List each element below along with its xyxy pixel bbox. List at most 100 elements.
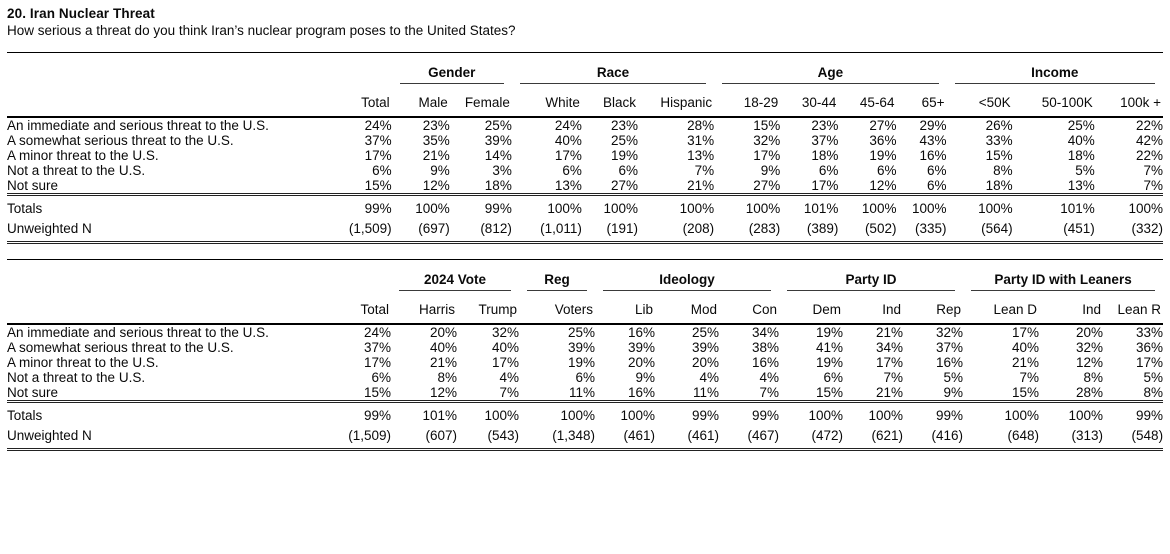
group-header-label: Race: [519, 65, 707, 84]
value-cell: 21%: [876, 324, 904, 340]
value-cell: 19%: [869, 148, 897, 163]
group-header: Age: [714, 53, 946, 84]
group-header-label: Age: [722, 65, 939, 84]
column-header: Rep: [903, 290, 964, 325]
unweighted-cell: (607): [425, 427, 457, 443]
totals-cell: 100%: [519, 399, 596, 426]
totals-row: Totals 99% 101% 100% 100% 100% 99% 99% 100% 100% 9…: [7, 399, 1164, 426]
value-cell: 33%: [1136, 324, 1164, 340]
value-cell: 9%: [430, 163, 450, 178]
unweighted-cell: (332): [1131, 221, 1163, 237]
table-row: Not a threat to the U.S. 6% 9% 3% 6% 6% 7% 9% 6%…: [7, 163, 1163, 178]
table-row: Not sure 15% 12% 7% 11% 16% 11% 7% 15% 21% 9% 15% 28…: [7, 385, 1163, 402]
unweighted-cell: (548): [1131, 427, 1164, 443]
value-cell: 39%: [627, 339, 656, 355]
column-header: 30-44: [780, 84, 839, 118]
group-header: Ideology: [595, 259, 779, 291]
unweighted-cell: (697): [418, 221, 450, 237]
value-cell: 4%: [499, 369, 520, 385]
table-row: A minor threat to the U.S. 17% 21% 17% 19% 20…: [7, 355, 1163, 370]
group-header-label: Reg: [527, 272, 588, 291]
group-header-row: 2024 Vote Reg Ideology Party ID Party ID wit…: [7, 259, 1163, 291]
value-cell: 17%: [1136, 354, 1164, 370]
totals-cell: 100%: [843, 399, 904, 426]
value-cell: 11%: [692, 384, 720, 400]
value-cell: 4%: [759, 369, 780, 385]
group-header: 2024 Vote: [391, 259, 519, 291]
value-cell: 15%: [985, 148, 1013, 163]
unweighted-cell: (621): [871, 427, 904, 443]
value-cell: 20%: [691, 354, 720, 370]
totals-cell: 99%: [655, 399, 720, 426]
unweighted-cell: (472): [811, 427, 844, 443]
column-header: Female: [449, 84, 512, 118]
unweighted-cell: (335): [915, 221, 947, 237]
totals-cell: 99%: [1103, 399, 1164, 426]
question-title: 20. Iran Nuclear Threat: [7, 6, 155, 21]
column-header: 18-29: [714, 84, 781, 118]
unweighted-cell: (648): [1007, 427, 1040, 443]
value-cell: 31%: [687, 133, 715, 148]
value-cell: 38%: [752, 339, 780, 355]
value-cell: 20%: [429, 324, 457, 340]
value-cell: 40%: [554, 133, 582, 148]
unweighted-cell: (191): [606, 221, 639, 237]
politics-crosstab-table: 2024 Vote Reg Ideology Party ID Party ID wit…: [7, 258, 1164, 451]
unweighted-cell: (1,509): [348, 427, 391, 443]
column-header: Con: [719, 290, 780, 325]
group-header: Gender: [392, 53, 512, 84]
value-cell: 24%: [554, 118, 582, 133]
value-cell: 13%: [1067, 178, 1095, 193]
totals-cell: 99%: [719, 399, 780, 426]
row-label: Not a threat to the U.S.: [7, 369, 146, 385]
value-cell: 8%: [1083, 369, 1104, 385]
value-cell: 37%: [811, 133, 839, 148]
value-cell: 24%: [364, 118, 392, 133]
unweighted-cell: (461): [623, 427, 656, 443]
value-cell: 25%: [567, 324, 596, 340]
table-row: A somewhat serious threat to the U.S. 37%…: [7, 133, 1163, 148]
value-cell: 12%: [422, 178, 450, 193]
column-header: Trump: [457, 290, 520, 325]
value-cell: 15%: [364, 178, 392, 193]
value-cell: 17%: [364, 148, 392, 163]
column-header: Hispanic: [638, 84, 715, 118]
unweighted-cell: (543): [487, 427, 520, 443]
column-header: Ind: [1039, 290, 1104, 325]
value-cell: 27%: [753, 178, 781, 193]
column-header: Voters: [519, 290, 596, 325]
value-cell: 15%: [753, 118, 781, 133]
group-header-label: Ideology: [603, 272, 772, 291]
column-header: Mod: [655, 290, 720, 325]
value-cell: 40%: [1067, 133, 1095, 148]
group-header-row: Gender Race Age Income: [7, 53, 1163, 84]
totals-cell: 99%: [327, 192, 392, 219]
value-cell: 9%: [943, 384, 964, 400]
value-cell: 29%: [919, 118, 947, 133]
row-label: An immediate and serious threat to the U…: [7, 118, 269, 133]
value-cell: 25%: [484, 118, 512, 133]
totals-cell: 100%: [896, 192, 947, 219]
row-label: Not a threat to the U.S.: [7, 163, 146, 178]
value-cell: 7%: [1143, 178, 1163, 193]
totals-cell: 99%: [903, 399, 964, 426]
totals-cell: 101%: [391, 399, 457, 426]
unweighted-cell: (564): [981, 221, 1013, 237]
totals-cell: 101%: [780, 192, 839, 219]
value-cell: 6%: [372, 163, 392, 178]
group-header-spacer: [7, 259, 391, 291]
value-cell: 42%: [1135, 133, 1163, 148]
value-cell: 5%: [1143, 369, 1164, 385]
value-cell: 27%: [869, 118, 897, 133]
value-cell: 23%: [811, 118, 839, 133]
unweighted-cell: (208): [682, 221, 715, 237]
unweighted-cell: (1,348): [552, 427, 596, 443]
column-header: Ind: [843, 290, 904, 325]
value-cell: 21%: [1012, 354, 1040, 370]
unweighted-cell: (502): [864, 221, 897, 237]
totals-cell: 100%: [595, 399, 656, 426]
row-label: A somewhat serious threat to the U.S.: [7, 133, 234, 148]
value-cell: 19%: [816, 324, 844, 340]
column-header: Male: [391, 84, 450, 118]
